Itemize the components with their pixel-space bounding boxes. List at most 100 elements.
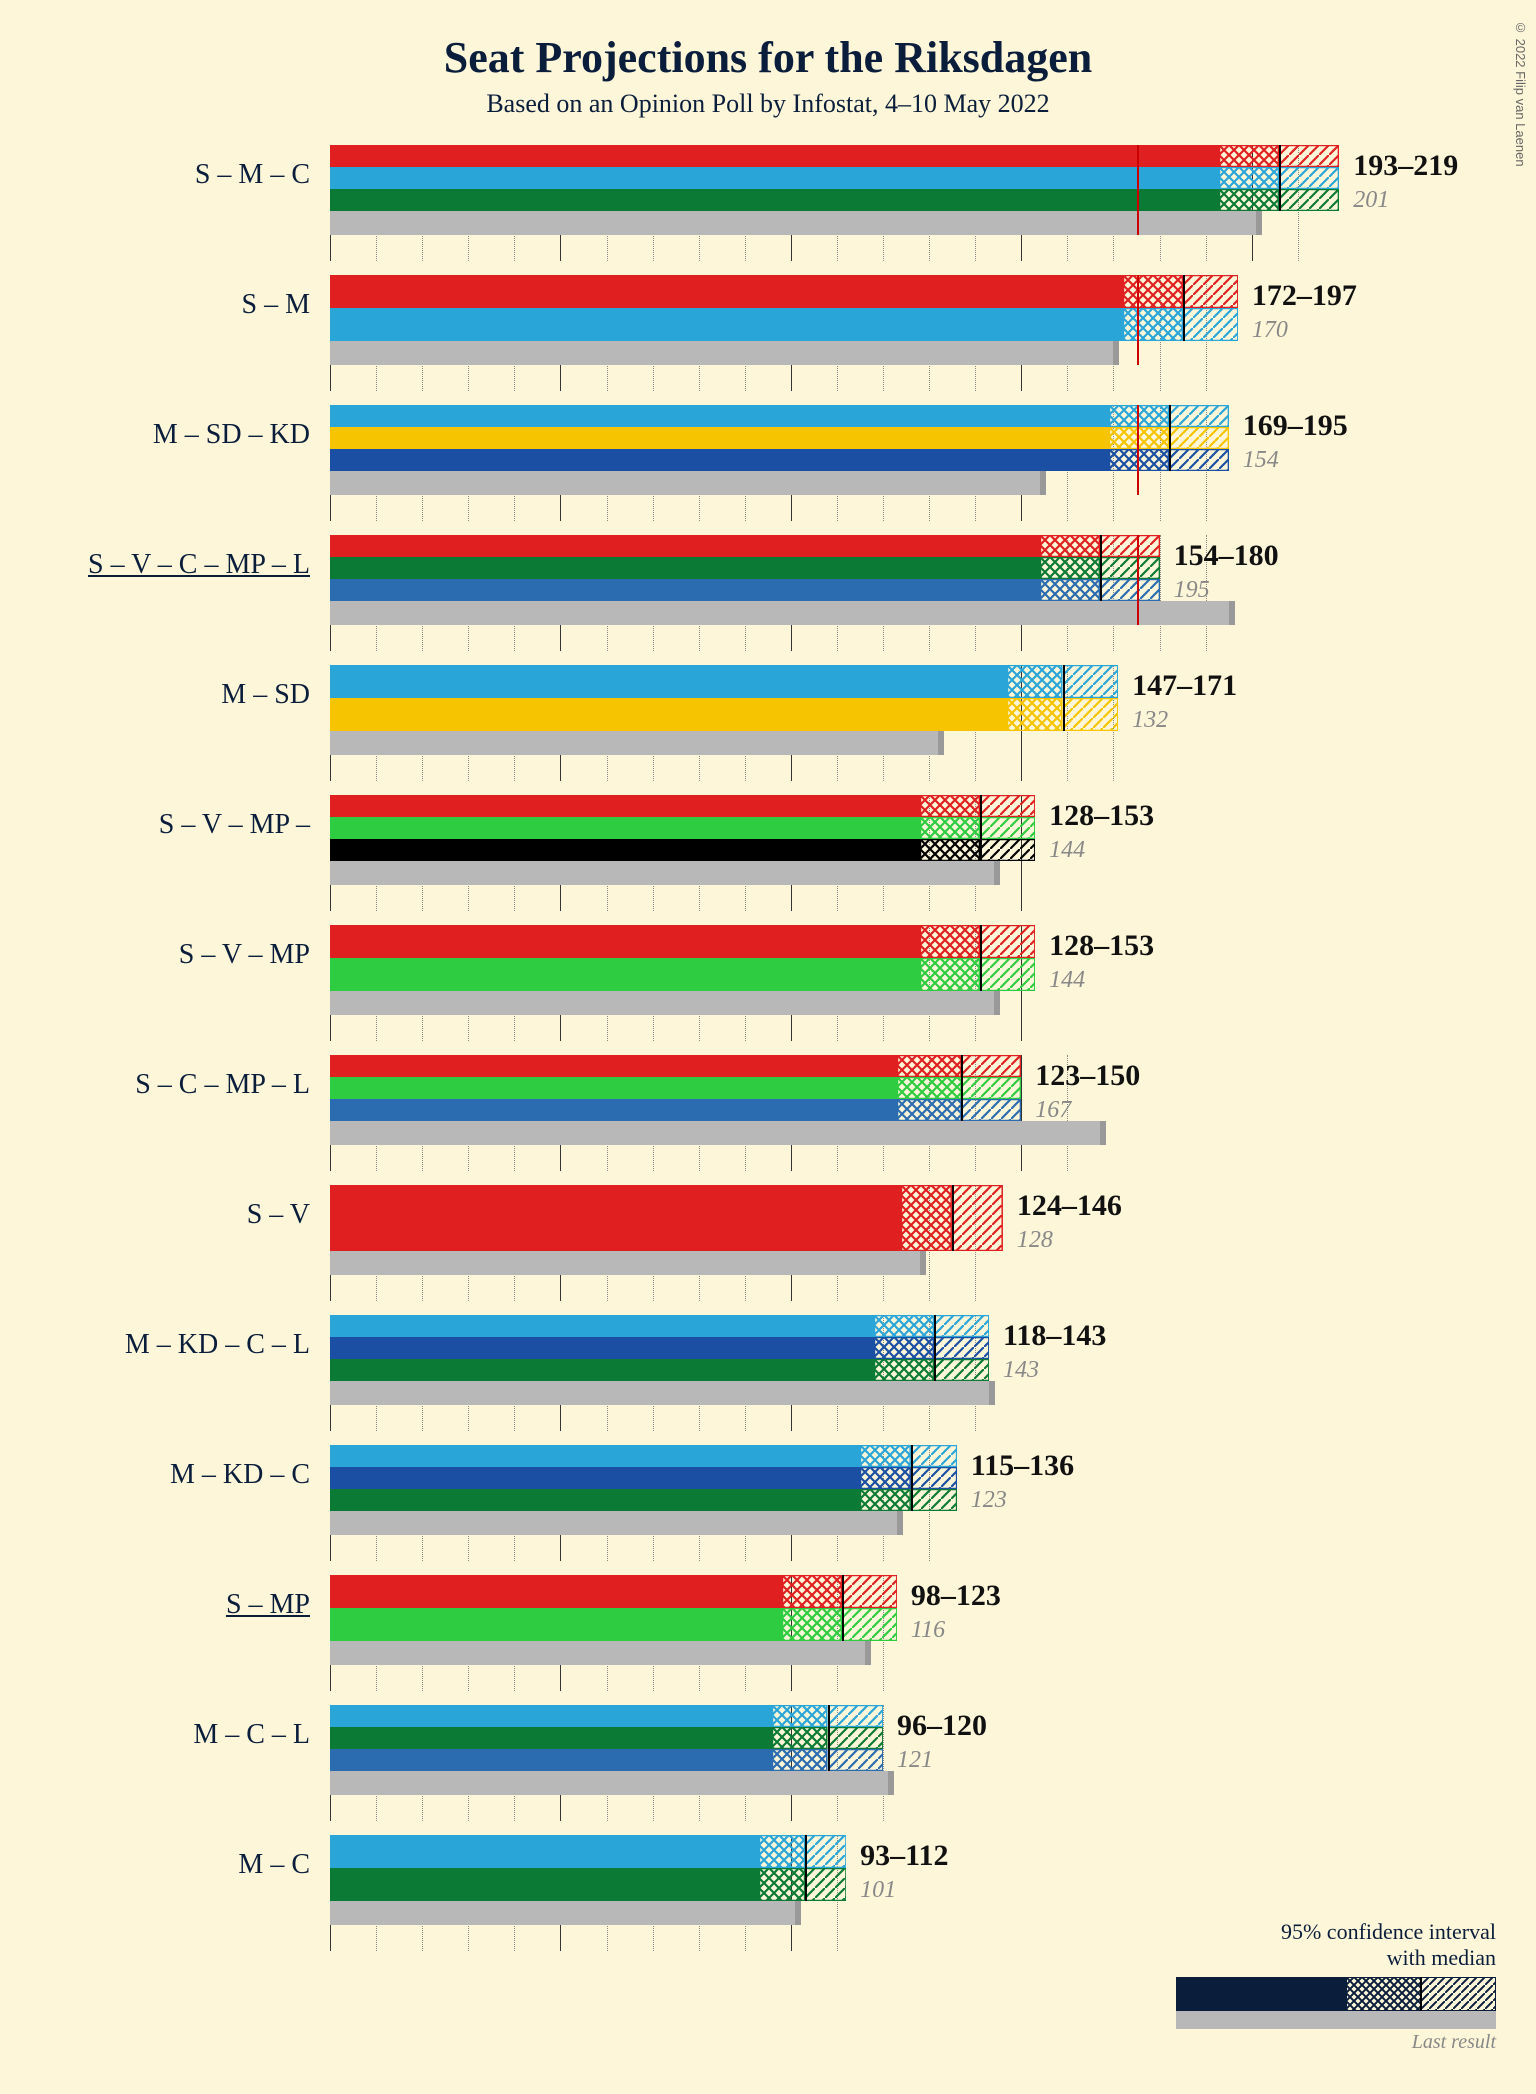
coalition-label: M – KD – C xyxy=(0,1459,310,1491)
coalition-row: S – V124–146128 xyxy=(330,1185,1390,1301)
ci-crosshatch xyxy=(874,1359,934,1381)
median-line xyxy=(828,1705,830,1771)
coalition-bar-stripe xyxy=(330,1705,772,1727)
ci-crosshatch xyxy=(1040,557,1100,579)
last-result-bar xyxy=(330,1121,1100,1145)
ci-crosshatch xyxy=(1109,449,1169,471)
last-result-label: 121 xyxy=(897,1747,933,1774)
coalition-bar-stripe xyxy=(330,308,1123,341)
ci-diagonal xyxy=(911,1445,957,1467)
ci-crosshatch xyxy=(920,795,980,817)
seat-projection-chart: S – M – C193–219201S – M172–197170M – SD… xyxy=(330,145,1390,1951)
coalition-bar-stripe xyxy=(330,167,1219,189)
coalition-label: S – V – MP – xyxy=(0,809,310,841)
coalition-bar-stripe xyxy=(330,665,1007,698)
ci-crosshatch xyxy=(1040,579,1100,601)
range-label: 154–180 xyxy=(1174,539,1279,573)
last-result-bar xyxy=(330,341,1113,365)
coalition-bar-stripe xyxy=(330,1608,782,1641)
coalition-row: M – SD147–171132 xyxy=(330,665,1390,781)
legend-ci-demo xyxy=(1176,1977,1496,2011)
ci-diagonal xyxy=(911,1467,957,1489)
legend-ci-line1: 95% confidence interval xyxy=(1176,1919,1496,1945)
median-line xyxy=(1279,145,1281,211)
coalition-bar-stripe xyxy=(330,535,1040,557)
coalition-bar-stripe xyxy=(330,1055,897,1077)
median-line xyxy=(805,1835,807,1901)
last-result-label: 144 xyxy=(1049,837,1085,864)
page-subtitle: Based on an Opinion Poll by Infostat, 4–… xyxy=(0,89,1536,119)
range-label: 172–197 xyxy=(1252,279,1357,313)
coalition-bar-stripe xyxy=(330,427,1109,449)
coalition-row: S – M172–197170 xyxy=(330,275,1390,391)
ci-crosshatch xyxy=(874,1337,934,1359)
last-result-bar xyxy=(330,1251,920,1275)
ci-crosshatch xyxy=(874,1315,934,1337)
ci-diagonal xyxy=(828,1749,883,1771)
last-result-label: 116 xyxy=(911,1617,945,1644)
median-line xyxy=(961,1055,963,1121)
last-result-label: 128 xyxy=(1017,1227,1053,1254)
range-label: 193–219 xyxy=(1353,149,1458,183)
range-label: 124–146 xyxy=(1017,1189,1122,1223)
coalition-bar-stripe xyxy=(330,1489,860,1511)
ci-crosshatch xyxy=(920,839,980,861)
ci-crosshatch xyxy=(897,1077,962,1099)
median-line xyxy=(1169,405,1171,471)
last-result-bar xyxy=(330,1771,888,1795)
last-result-bar xyxy=(330,1641,865,1665)
last-result-bar xyxy=(330,1901,795,1925)
last-result-label: 143 xyxy=(1003,1357,1039,1384)
median-line xyxy=(952,1185,954,1251)
coalition-bar-stripe xyxy=(330,405,1109,427)
ci-diagonal xyxy=(952,1185,1003,1251)
ci-diagonal xyxy=(1100,557,1160,579)
coalition-label: M – KD – C – L xyxy=(0,1329,310,1361)
coalition-bar-stripe xyxy=(330,958,920,991)
last-result-bar xyxy=(330,601,1229,625)
ci-diagonal xyxy=(842,1575,897,1608)
ci-crosshatch xyxy=(1109,405,1169,427)
ci-diagonal xyxy=(934,1359,989,1381)
ci-diagonal xyxy=(1169,405,1229,427)
last-result-bar xyxy=(330,1511,897,1535)
last-result-label: 144 xyxy=(1049,967,1085,994)
ci-diagonal xyxy=(961,1099,1021,1121)
ci-diagonal xyxy=(1279,167,1339,189)
last-result-label: 201 xyxy=(1353,187,1389,214)
range-label: 147–171 xyxy=(1132,669,1237,703)
coalition-row: M – SD – KD169–195154 xyxy=(330,405,1390,521)
last-result-label: 167 xyxy=(1035,1097,1071,1124)
ci-diagonal xyxy=(934,1315,989,1337)
coalition-label: S – C – MP – L xyxy=(0,1069,310,1101)
coalition-bar-stripe xyxy=(330,1727,772,1749)
page-title: Seat Projections for the Riksdagen xyxy=(0,0,1536,83)
ci-diagonal xyxy=(980,958,1035,991)
coalition-row: S – MP98–123116 xyxy=(330,1575,1390,1691)
coalition-label: S – V – C – MP – L xyxy=(0,549,310,581)
coalition-bar-stripe xyxy=(330,1359,874,1381)
coalition-row: M – KD – C115–136123 xyxy=(330,1445,1390,1561)
coalition-bar-stripe xyxy=(330,189,1219,211)
coalition-bar-stripe xyxy=(330,1835,759,1868)
median-line xyxy=(911,1445,913,1511)
ci-crosshatch xyxy=(1007,698,1062,731)
last-result-label: 123 xyxy=(971,1487,1007,1514)
ci-crosshatch xyxy=(860,1467,911,1489)
ci-crosshatch xyxy=(860,1489,911,1511)
legend-last-label: Last result xyxy=(1176,2031,1496,2054)
ci-diagonal xyxy=(1169,449,1229,471)
last-result-bar xyxy=(330,211,1256,235)
range-label: 98–123 xyxy=(911,1579,1001,1613)
coalition-bar-stripe xyxy=(330,1315,874,1337)
coalition-label: M – C – L xyxy=(0,1719,310,1751)
ci-diagonal xyxy=(1183,275,1238,308)
coalition-label: S – M – C xyxy=(0,159,310,191)
median-line xyxy=(934,1315,936,1381)
copyright-text: © 2022 Filip van Laenen xyxy=(1513,20,1528,167)
coalition-row: M – C – L96–120121 xyxy=(330,1705,1390,1821)
coalition-bar-stripe xyxy=(330,557,1040,579)
last-result-bar xyxy=(330,731,938,755)
median-line xyxy=(980,795,982,861)
ci-diagonal xyxy=(805,1868,846,1901)
